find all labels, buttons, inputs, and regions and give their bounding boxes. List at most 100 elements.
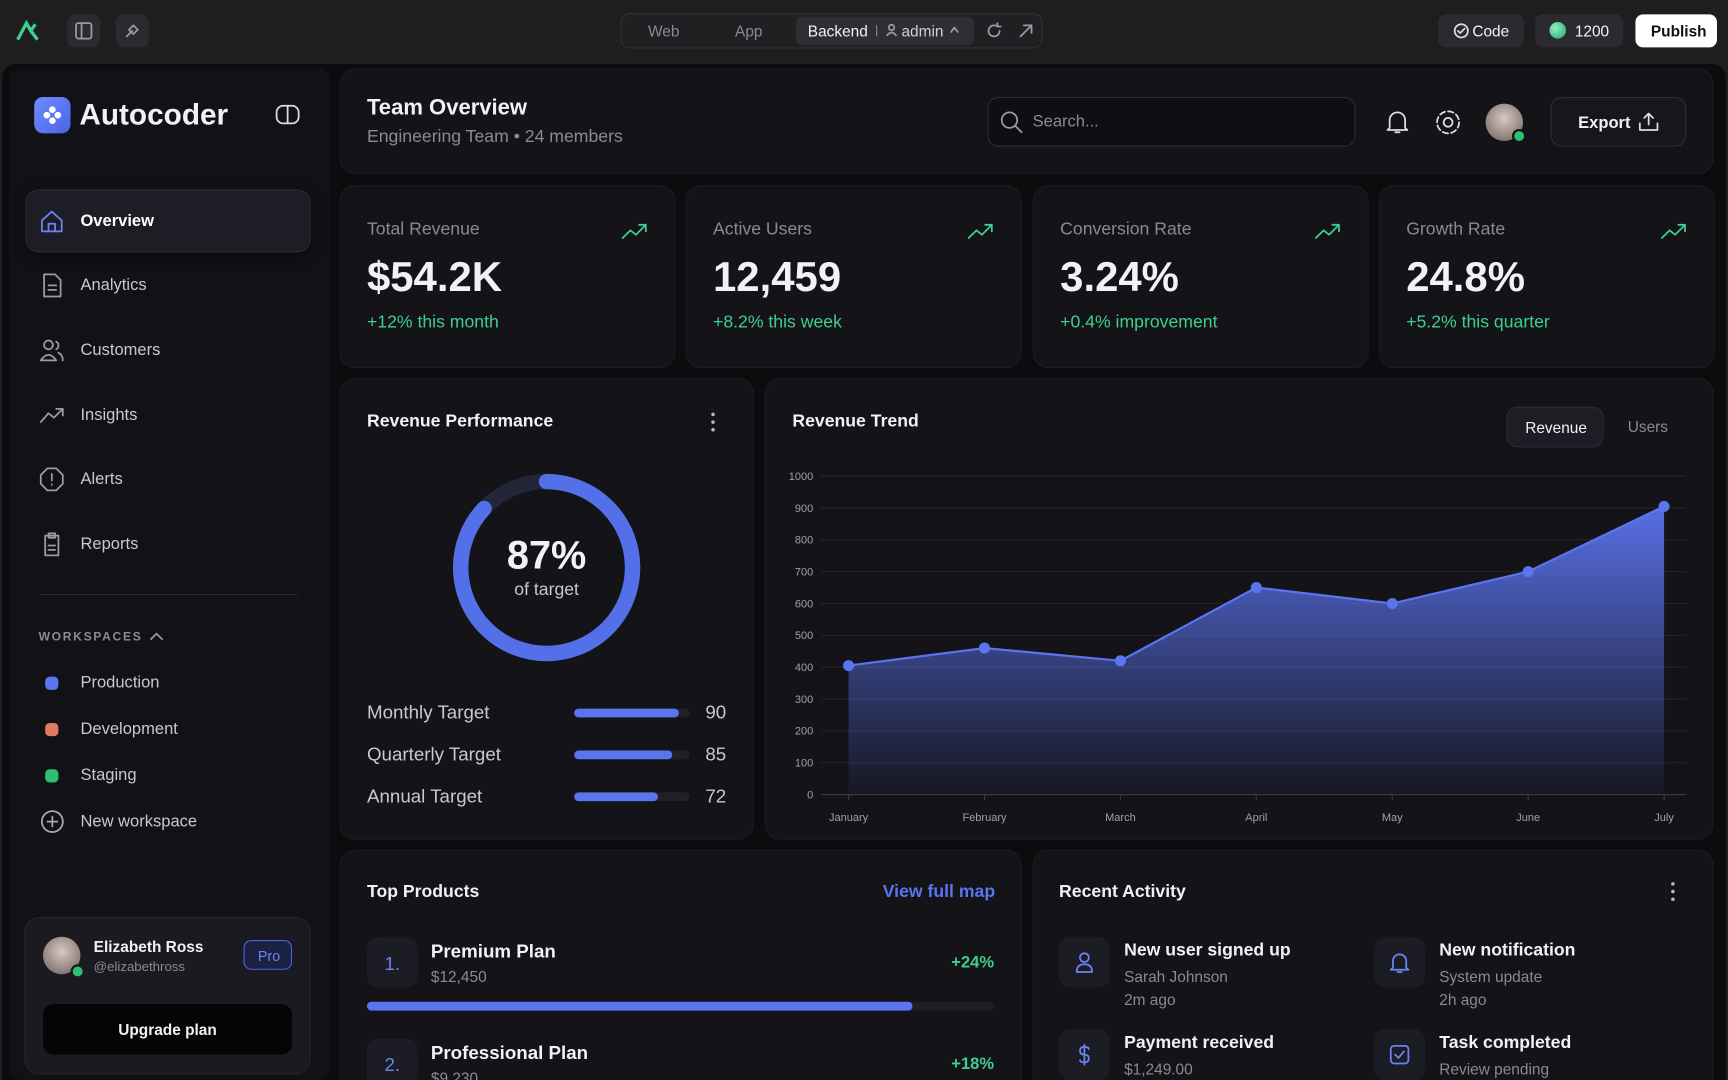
publish-button[interactable]: Publish [1635,14,1717,48]
target-value: 90 [705,701,727,723]
nav-item[interactable]: Analytics [80,275,147,295]
y-tick-label: 900 [795,503,813,515]
trend-icon [967,223,993,239]
stat-card [339,185,676,369]
more-icon[interactable] [1671,882,1675,904]
workspace-dot [45,769,59,783]
view-link[interactable]: View full map [882,882,996,902]
rank-badge [366,936,418,988]
activity-detail: Sarah Johnson [1124,967,1228,986]
more-icon[interactable] [711,412,715,434]
toggle-active[interactable]: Revenue [1506,406,1604,448]
revenue-performance-card [339,377,754,840]
stat-value: 3.24% [1060,254,1179,301]
add-icon[interactable] [40,810,64,833]
target-name: Monthly Target [366,701,490,723]
stat-card [1378,185,1715,369]
card-title: Top Products [366,882,480,902]
product-amount: $9,230 [430,1068,479,1080]
toggle-label: Revenue [1525,418,1587,437]
search-box[interactable] [987,96,1356,147]
data-point [1386,597,1398,609]
workspace-dot [45,676,59,690]
target-track [574,792,690,802]
upgrade-button[interactable]: Upgrade plan [42,1003,293,1055]
y-tick-label: 800 [795,535,813,547]
progress-value: 87% [506,532,587,578]
data-point [978,642,990,654]
code-label: Code [1472,22,1510,40]
activity-title: Payment received [1124,1033,1275,1053]
product-amount: $12,450 [430,967,487,986]
workspace-name[interactable]: Staging [80,765,137,785]
target-name: Annual Target [366,785,483,807]
online-dot [1511,128,1527,144]
product-rank: 2. [384,1054,401,1076]
search-placeholder: Search... [1032,112,1099,132]
user-handle: @elizabethross [93,958,186,975]
workspace-name[interactable]: Development [80,719,178,739]
workspace-dot [45,722,59,737]
stat-label: Conversion Rate [1060,220,1192,240]
settings-icon[interactable] [1435,109,1461,135]
x-tick-label: April [1245,812,1267,824]
card-title: Recent Activity [1059,882,1186,902]
nav-item[interactable]: Alerts [80,469,123,489]
caret [150,632,163,641]
nav-item[interactable]: Overview [80,211,154,231]
nav-item[interactable]: Insights [80,405,138,425]
export-button[interactable]: Export [1550,96,1687,147]
notifications-icon[interactable] [1386,109,1409,135]
tab[interactable]: App [735,22,763,40]
data-point [843,660,855,672]
activity-icon [1389,953,1410,973]
target-bar [574,792,658,802]
activity-detail: System update [1439,967,1543,986]
workspace-name[interactable]: Production [80,673,160,693]
upgrade-label: Upgrade plan [118,1020,217,1039]
refresh-icon[interactable] [986,22,1002,38]
sidebar-toggle-button[interactable] [67,14,101,48]
tab[interactable]: Backend [807,22,868,40]
activity-icon-bg [1374,936,1425,988]
publish-label: Publish [1650,22,1707,40]
target-name: Quarterly Target [366,743,501,765]
data-point [1658,500,1670,512]
activity-time: 2m ago [1124,990,1176,1009]
tab[interactable]: Web [648,22,680,40]
x-tick-label: June [1516,812,1540,824]
user-icon [886,23,897,37]
open-external-icon[interactable] [1018,23,1033,38]
stat-value: 24.8% [1406,254,1525,301]
tools-button[interactable] [115,14,149,48]
toggle-label[interactable]: Users [1627,417,1669,436]
nav-item[interactable]: Reports [80,534,139,554]
active-tab[interactable] [795,16,975,46]
activity-title: New notification [1439,941,1576,960]
activity-time: 2h ago [1439,990,1487,1009]
top-products-card [339,849,1022,1080]
product-name: Premium Plan [430,941,556,963]
rank-badge [366,1038,418,1080]
x-tick-label: February [962,812,1007,824]
target-bar [574,750,673,760]
credits-value: 1200 [1574,22,1610,40]
new-workspace[interactable]: New workspace [80,812,198,831]
page-title: Team Overview [366,95,528,121]
page-header [339,68,1714,175]
collapse-icon[interactable] [275,104,300,125]
data-point [1114,655,1126,667]
nav-item[interactable]: Customers [80,340,161,360]
recent-activity-card [1032,849,1714,1080]
x-tick-label: May [1382,812,1403,824]
y-tick-label: 300 [795,694,813,706]
stat-label: Growth Rate [1406,220,1506,240]
progress-ring [452,473,641,662]
y-tick-label: 500 [795,630,813,642]
product-rank: 1. [384,953,401,975]
activity-detail: Review pending [1439,1060,1550,1078]
code-button[interactable] [1438,14,1525,48]
target-value: 72 [705,785,727,807]
y-tick-label: 700 [795,566,813,578]
